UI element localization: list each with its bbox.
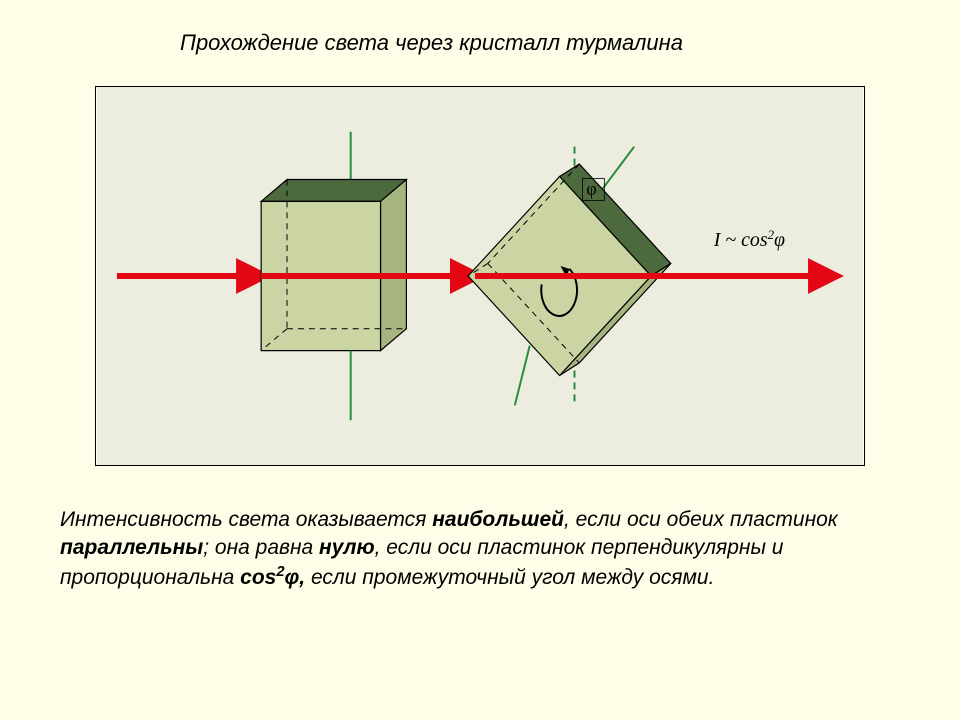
svg-text:φ: φ [586,178,596,198]
intensity-formula: I ~ cos2φ [713,227,785,252]
slide-page: Прохождение света через кристалл турмали… [0,0,960,720]
diagram-svg: φ I ~ cos2φ [96,87,864,465]
crystal-plate-1 [261,180,406,351]
slide-caption: Интенсивность света оказывается наибольш… [40,506,920,592]
slide-title: Прохождение света через кристалл турмали… [180,30,920,56]
diagram-container: φ I ~ cos2φ [95,86,865,466]
svg-text:I ~ cos2φ: I ~ cos2φ [713,227,785,252]
